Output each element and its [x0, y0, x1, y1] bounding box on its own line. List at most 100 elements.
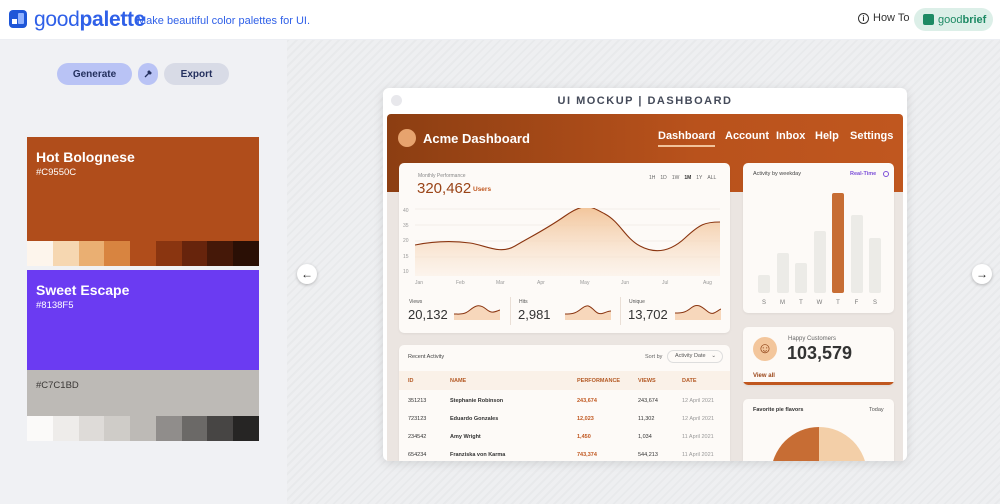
table-cell: Stephanie Robinson [450, 398, 504, 404]
chevron-down-icon: ⌄ [711, 353, 716, 359]
shade-swatch[interactable] [181, 416, 208, 441]
shade-swatch[interactable] [27, 241, 53, 266]
shade-swatch[interactable] [233, 241, 260, 266]
pie-period[interactable]: Today [869, 407, 884, 413]
shade-swatch[interactable] [78, 416, 105, 441]
pie-chart [773, 427, 865, 461]
range-1m[interactable]: 1M [684, 175, 692, 181]
shade-swatch[interactable] [233, 416, 260, 441]
column-header-id[interactable]: ID [408, 378, 414, 384]
range-1w[interactable]: 1W [671, 175, 680, 181]
range-1h[interactable]: 1H [649, 175, 656, 181]
how-to-label: How To [873, 12, 910, 24]
stat-value: 13,702 [628, 307, 668, 322]
range-1d[interactable]: 1D [660, 175, 667, 181]
goodbrief-button[interactable]: goodbrief [914, 8, 993, 31]
performance-card: Monthly Performance 320,462 Users 1H 1D … [399, 163, 730, 333]
x-tick-label: Feb [456, 280, 465, 286]
previous-mockup-button[interactable]: ← [297, 264, 317, 284]
palette-shades [27, 416, 260, 441]
nav-help[interactable]: Help [815, 130, 839, 142]
goodpalette-logo-icon[interactable] [9, 10, 27, 28]
y-tick-label: 35 [403, 223, 409, 229]
weekday-bar [850, 215, 863, 293]
palette-main-swatch[interactable]: Hot Bolognese #C9550C [27, 137, 259, 241]
palette-name: Hot Bolognese [36, 149, 135, 165]
table-cell: 1,450 [577, 434, 591, 440]
activity-title: Recent Activity [408, 354, 445, 360]
how-to-link[interactable]: i How To [858, 12, 909, 24]
weekday-label: M [780, 300, 785, 306]
shade-swatch[interactable] [130, 241, 156, 266]
range-all[interactable]: ALL [707, 175, 717, 181]
eyedropper-icon[interactable] [138, 63, 158, 85]
stat-label: Hits [519, 299, 528, 305]
table-cell: 11 April 2021 [682, 452, 714, 458]
shade-swatch[interactable] [130, 416, 156, 441]
info-icon: i [858, 12, 869, 24]
shade-swatch[interactable] [104, 416, 131, 441]
weekday-title: Activity by weekday [753, 171, 801, 177]
nav-settings[interactable]: Settings [850, 130, 894, 142]
nav-account[interactable]: Account [725, 130, 769, 142]
column-header-performance[interactable]: PERFORMANCE [577, 378, 621, 384]
mockup-window: UI MOCKUP | DASHBOARD Acme Dashboard Das… [383, 88, 907, 461]
column-header-date[interactable]: DATE [682, 378, 697, 384]
palette-card[interactable]: Hot Bolognese #C9550C [27, 137, 260, 266]
pie-card: Favorite pie flavors Today [743, 399, 894, 461]
shade-swatch[interactable] [155, 416, 182, 441]
brand-name[interactable]: goodpalette [34, 8, 146, 31]
weekday-label: T [799, 300, 803, 306]
palette-shades [27, 241, 260, 266]
table-header [399, 371, 730, 390]
table-cell: 243,674 [577, 398, 597, 404]
palette-hex: #C7C1BD [36, 380, 79, 391]
table-cell: 234542 [408, 434, 427, 440]
shade-swatch[interactable] [207, 416, 234, 441]
range-1y[interactable]: 1Y [696, 175, 703, 181]
palette-main-swatch[interactable]: Sweet Escape #8138F5 [27, 270, 259, 374]
table-cell: Eduardo Gonzales [450, 416, 499, 422]
export-button[interactable]: Export [164, 63, 229, 85]
x-tick-label: May [580, 280, 590, 286]
y-tick-label: 15 [403, 254, 409, 260]
stat-views: Views 20,132 [405, 294, 505, 328]
happy-customers-card: ☺ Happy Customers 103,579 View all [743, 327, 894, 385]
performance-value: 320,462 [417, 180, 472, 197]
column-header-views[interactable]: VIEWS [638, 378, 656, 384]
generate-button[interactable]: Generate [57, 63, 132, 85]
weekday-bar [813, 231, 826, 293]
performance-area-chart [415, 208, 720, 276]
shade-swatch[interactable] [78, 241, 105, 266]
weekday-label: S [872, 300, 877, 306]
stat-label: Unique [629, 299, 645, 305]
table-cell: 243,674 [638, 398, 658, 404]
table-cell: 12 April 2021 [682, 398, 715, 404]
accent-bar [743, 382, 894, 385]
nav-dashboard[interactable]: Dashboard [658, 130, 716, 147]
shade-swatch[interactable] [52, 241, 79, 266]
palette-card[interactable]: #C7C1BD [27, 370, 260, 441]
weekday-bar [795, 263, 807, 293]
table-cell: 743,374 [577, 452, 597, 458]
nav-inbox[interactable]: Inbox [776, 130, 806, 142]
palette-hex: #C9550C [36, 167, 77, 178]
shade-swatch[interactable] [207, 241, 234, 266]
radio-icon[interactable] [883, 171, 889, 177]
realtime-toggle[interactable]: Real-Time [850, 171, 877, 177]
weekday-card: Activity by weekday Real-Time S M T W T F S [743, 163, 894, 313]
column-header-name[interactable]: NAME [450, 378, 467, 384]
palette-name: Sweet Escape [36, 282, 130, 298]
view-all-link[interactable]: View all [753, 373, 775, 379]
palette-main-swatch[interactable]: #C7C1BD [27, 370, 259, 416]
next-mockup-button[interactable]: → [972, 264, 992, 284]
shade-swatch[interactable] [181, 241, 208, 266]
x-tick-label: Apr [537, 280, 545, 286]
shade-swatch[interactable] [104, 241, 131, 266]
shade-swatch[interactable] [27, 416, 53, 441]
shade-swatch[interactable] [52, 416, 79, 441]
table-cell: 12,023 [577, 416, 594, 422]
table-cell: 11 April 2021 [682, 434, 714, 440]
sort-select[interactable]: Activity Date ⌄ [667, 350, 723, 363]
shade-swatch[interactable] [155, 241, 182, 266]
